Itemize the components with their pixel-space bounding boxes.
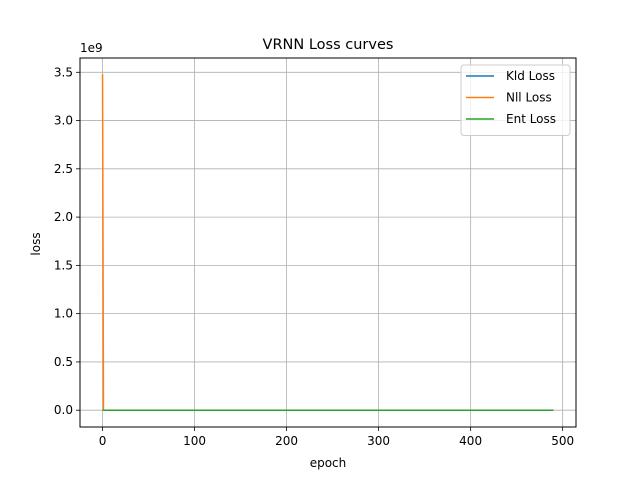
y-tick-label: 0.5 — [54, 355, 73, 369]
x-tick-label: 500 — [551, 434, 574, 448]
grid — [80, 58, 576, 427]
plot-area — [79, 57, 577, 428]
legend: Kld Loss Nll Loss Ent Loss — [460, 64, 571, 136]
chart-title: VRNN Loss curves — [263, 37, 394, 53]
x-tick-label: 0 — [99, 434, 107, 448]
y-tick-label: 3.0 — [54, 114, 73, 128]
y-tick-label: 0.0 — [54, 403, 73, 417]
legend-entry-label: Nll Loss — [506, 91, 552, 105]
x-tick-label: 200 — [275, 434, 298, 448]
axes-frame — [79, 57, 577, 428]
x-tick-label: 400 — [459, 434, 482, 448]
y-tick-label: 1.0 — [54, 307, 73, 321]
series-layer — [101, 74, 554, 411]
x-axis-label: epoch — [310, 456, 347, 470]
legend-entry-label: Ent Loss — [506, 112, 556, 126]
legend-entry-label: Kld Loss — [506, 69, 555, 83]
y-tick-label: 1.5 — [54, 258, 73, 272]
y-axis-ticks: 0.0 0.5 1.0 1.5 2.0 2.5 3.0 3.5 — [54, 65, 80, 417]
x-axis-ticks: 0 100 200 300 400 500 — [99, 427, 574, 448]
y-offset-label: 1e9 — [80, 41, 103, 55]
y-tick-label: 3.5 — [54, 65, 73, 79]
legend-box — [460, 64, 571, 136]
x-tick-label: 100 — [183, 434, 206, 448]
y-tick-label: 2.5 — [54, 162, 73, 176]
y-axis-label: loss — [29, 232, 43, 255]
y-tick-label: 2.0 — [54, 210, 73, 224]
x-tick-label: 300 — [367, 434, 390, 448]
